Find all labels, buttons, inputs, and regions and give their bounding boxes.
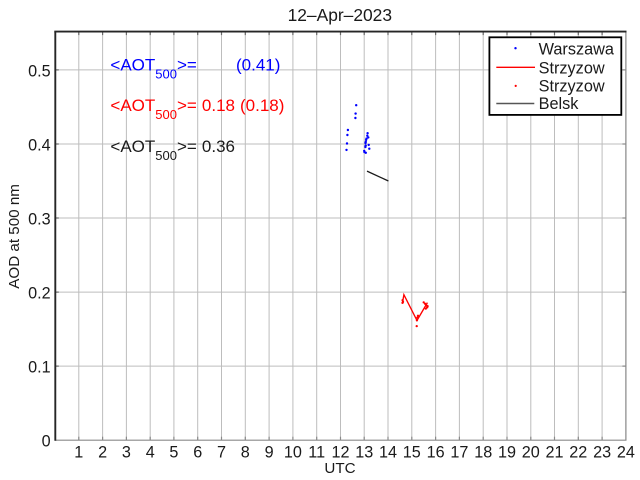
- svg-text:21: 21: [545, 443, 563, 461]
- svg-text:AOD at 500 nm: AOD at 500 nm: [6, 184, 23, 289]
- svg-text:0.3: 0.3: [28, 211, 51, 229]
- svg-text:0.4: 0.4: [28, 137, 51, 155]
- svg-text:19: 19: [498, 443, 516, 461]
- svg-text:<AOT500>=(0.41): <AOT500>= (0.41): [110, 55, 280, 81]
- svg-text:2: 2: [98, 443, 107, 461]
- svg-text:6: 6: [193, 443, 202, 461]
- svg-text:0.5: 0.5: [28, 62, 51, 80]
- svg-text:1: 1: [74, 443, 83, 461]
- svg-text:22: 22: [569, 443, 587, 461]
- svg-text:7: 7: [217, 443, 226, 461]
- svg-text:Strzyzow: Strzyzow: [539, 77, 605, 95]
- svg-text:23: 23: [593, 443, 611, 461]
- svg-text:0.2: 0.2: [28, 285, 51, 303]
- svg-text:12: 12: [331, 443, 349, 461]
- svg-text:<AOT500>=0.18(0.18): <AOT500>= 0.18 (0.18): [110, 96, 284, 122]
- svg-text:15: 15: [403, 443, 421, 461]
- svg-text:Strzyzow: Strzyzow: [539, 59, 605, 77]
- svg-text:UTC: UTC: [324, 460, 355, 477]
- svg-text:24: 24: [617, 443, 635, 461]
- svg-text:0: 0: [42, 433, 51, 451]
- svg-text:14: 14: [379, 443, 397, 461]
- svg-text:8: 8: [241, 443, 250, 461]
- svg-text:3: 3: [122, 443, 131, 461]
- svg-text:11: 11: [308, 443, 325, 461]
- svg-text:5: 5: [169, 443, 178, 461]
- svg-text:Warszawa: Warszawa: [539, 40, 615, 58]
- svg-text:10: 10: [284, 443, 302, 461]
- svg-text:18: 18: [474, 443, 492, 461]
- svg-text:9: 9: [265, 443, 274, 461]
- svg-text:13: 13: [355, 443, 373, 461]
- svg-text:0.1: 0.1: [28, 359, 51, 377]
- svg-text:Belsk: Belsk: [539, 95, 580, 113]
- svg-text:16: 16: [427, 443, 445, 461]
- svg-text:17: 17: [450, 443, 468, 461]
- svg-text:20: 20: [522, 443, 540, 461]
- svg-text:<AOT500>=0.36: <AOT500>= 0.36: [110, 137, 235, 163]
- svg-text:4: 4: [146, 443, 155, 461]
- svg-text:12–Apr–2023: 12–Apr–2023: [288, 5, 392, 25]
